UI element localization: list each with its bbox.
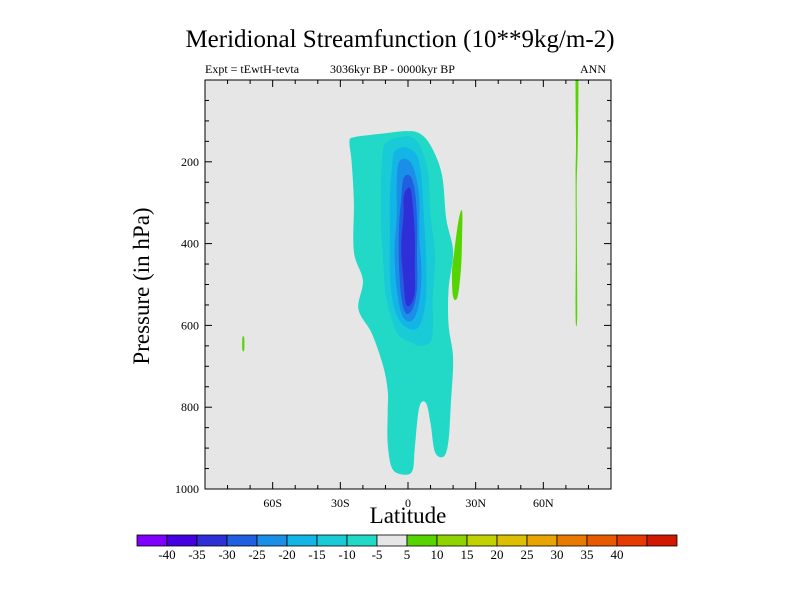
x-tick-label: 30N	[465, 496, 486, 510]
colorbar-label: -5	[372, 547, 383, 562]
colorbar-label: -20	[278, 547, 295, 562]
colorbar-swatch	[226, 534, 258, 547]
colorbar-label: 35	[581, 547, 594, 562]
colorbar-swatch	[646, 534, 678, 547]
colorbar-label: 15	[461, 547, 474, 562]
contour-region-8	[242, 336, 245, 352]
colorbar-swatch	[136, 534, 168, 547]
colorbar-swatch	[316, 534, 348, 547]
colorbar-label: 10	[431, 547, 444, 562]
experiment-label: Expt = tEwtH-tevta	[205, 62, 300, 76]
y-axis-label: Pressure (in hPa)	[129, 207, 154, 365]
colorbar-swatch	[466, 534, 498, 547]
season-label: ANN	[580, 62, 606, 76]
colorbar-swatch	[166, 534, 198, 547]
colorbar-label: -35	[188, 547, 205, 562]
colorbar-swatch	[286, 534, 318, 547]
colorbar-swatch	[586, 534, 618, 547]
contour-region-6	[451, 210, 463, 301]
y-tick-label: 1000	[175, 482, 199, 496]
period-label: 3036kyr BP - 0000kyr BP	[330, 62, 455, 76]
colorbar-swatch	[256, 534, 288, 547]
contour-features	[242, 80, 579, 475]
x-tick-label: 0	[405, 496, 411, 510]
colorbar-label: -15	[308, 547, 325, 562]
colorbar: -40 -35 -30 -25 -20 -15 -10 -5 5 10 15 20 25 30 35 40	[136, 534, 678, 562]
colorbar-swatch	[616, 534, 648, 547]
y-tick-label: 200	[181, 155, 199, 169]
colorbar-label: 40	[611, 547, 624, 562]
x-tick-label: 60S	[263, 496, 282, 510]
colorbar-label: -10	[338, 547, 355, 562]
colorbar-label: 5	[404, 547, 411, 562]
x-axis-label: Latitude	[369, 503, 447, 528]
colorbar-swatch	[496, 534, 528, 547]
colorbar-label: 20	[491, 547, 504, 562]
colorbar-label: -30	[218, 547, 235, 562]
contour-region-7	[575, 80, 579, 327]
contour-region-5	[401, 187, 416, 307]
y-tick-label: 800	[181, 400, 199, 414]
colorbar-swatch	[526, 534, 558, 547]
colorbar-swatch	[406, 534, 438, 547]
colorbar-swatch	[346, 534, 378, 547]
x-tick-label: 60N	[533, 496, 554, 510]
colorbar-swatch	[556, 534, 588, 547]
y-axis: 200 400 600 800 1000	[175, 79, 611, 496]
colorbar-swatch	[196, 534, 228, 547]
y-tick-label: 400	[181, 237, 199, 251]
x-axis: 60S 30S 0 30N 60N	[204, 80, 612, 510]
colorbar-swatch	[436, 534, 468, 547]
colorbar-swatch	[376, 534, 408, 547]
colorbar-label: 25	[521, 547, 534, 562]
chart-title: Meridional Streamfunction (10**9kg/m-2)	[185, 26, 615, 53]
colorbar-label: 30	[551, 547, 564, 562]
colorbar-label: -25	[248, 547, 265, 562]
x-tick-label: 30S	[331, 496, 350, 510]
y-tick-label: 600	[181, 318, 199, 332]
colorbar-label: -40	[158, 547, 175, 562]
